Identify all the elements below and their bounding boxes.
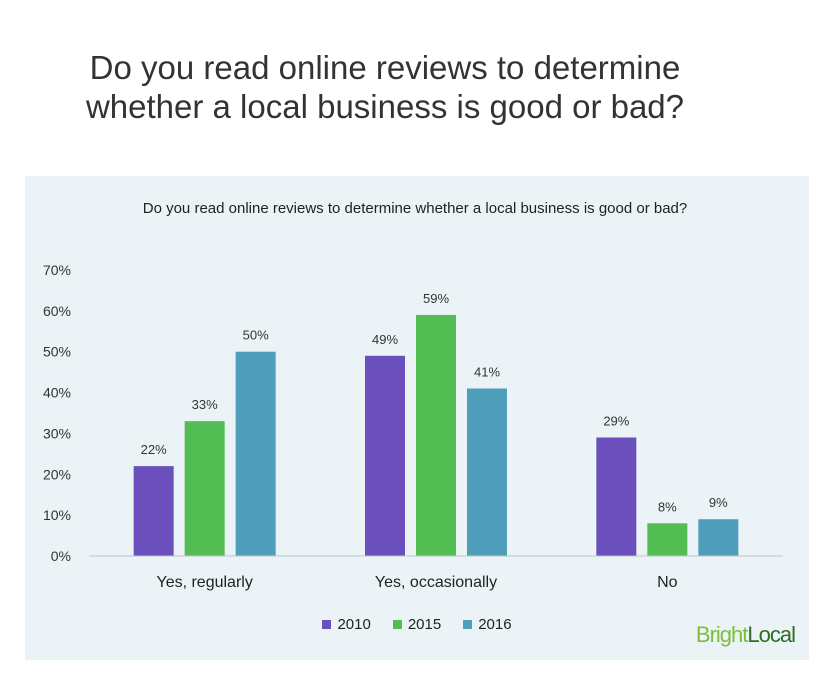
data-labels-group: 22% 33% 50% 49% 59% 41% 29% 8% 9% (141, 291, 729, 514)
x-category-label: No (657, 574, 678, 591)
data-label-2015-1: 59% (423, 291, 449, 306)
page-headline: Do you read online reviews to determine … (85, 49, 685, 125)
bar-2016-1 (467, 388, 507, 556)
legend-swatch-2015 (392, 620, 402, 629)
legend-item-2010: 2010 (322, 616, 371, 633)
data-label-2010-2: 29% (603, 414, 629, 429)
bar-2010-1 (365, 355, 405, 556)
y-tick-label: 50% (43, 344, 71, 360)
data-label-2016-1: 41% (474, 364, 500, 379)
bar-2015-1 (416, 314, 456, 556)
x-category-label: Yes, regularly (156, 574, 252, 591)
legend: 2010 2015 2016 (25, 616, 809, 633)
bar-2015-0 (184, 421, 225, 556)
data-label-2015-0: 33% (192, 397, 218, 412)
y-tick-label: 0% (51, 548, 71, 564)
data-label-2016-0: 50% (243, 328, 269, 343)
data-label-2010-0: 22% (141, 442, 167, 457)
x-category-label: Yes, occasionally (375, 574, 497, 591)
bar-2016-2 (698, 519, 739, 556)
brand-part-bright: Bright (695, 622, 748, 647)
data-label-2010-1: 49% (372, 332, 398, 347)
y-tick-label: 70% (43, 262, 71, 278)
legend-swatch-2016 (463, 620, 473, 629)
y-tick-label: 40% (43, 385, 71, 401)
chart-panel: Do you read online reviews to determine … (25, 176, 809, 660)
legend-label-2015: 2015 (407, 616, 442, 633)
brand-part-local: Local (747, 622, 796, 647)
y-tick-label: 20% (43, 466, 71, 482)
bar-2010-2 (596, 437, 637, 556)
y-tick-label: 30% (43, 425, 71, 441)
bar-chart: 0% 10% 20% 30% 40% 50% 60% 70% 22% 33% 50% 49% 59% 4… (43, 262, 783, 591)
y-tick-label: 10% (43, 507, 71, 523)
bar-2010-0 (133, 466, 174, 556)
y-axis: 0% 10% 20% 30% 40% 50% 60% 70% (43, 262, 71, 564)
legend-label-2016: 2016 (478, 616, 512, 633)
brightlocal-logo: BrightLocal (695, 622, 796, 648)
data-label-2016-2: 9% (709, 495, 728, 510)
legend-label-2010: 2010 (337, 616, 371, 633)
x-axis: Yes, regularly Yes, occasionally No (89, 555, 783, 591)
data-label-2015-2: 8% (658, 499, 677, 514)
legend-swatch-2010 (322, 620, 332, 629)
legend-item-2016: 2016 (463, 616, 512, 633)
bar-2016-0 (235, 351, 276, 556)
y-tick-label: 60% (43, 303, 71, 319)
bars-group (133, 314, 739, 556)
bar-2015-2 (647, 523, 688, 556)
legend-item-2015: 2015 (392, 616, 442, 633)
chart-title: Do you read online reviews to determine … (142, 200, 688, 217)
